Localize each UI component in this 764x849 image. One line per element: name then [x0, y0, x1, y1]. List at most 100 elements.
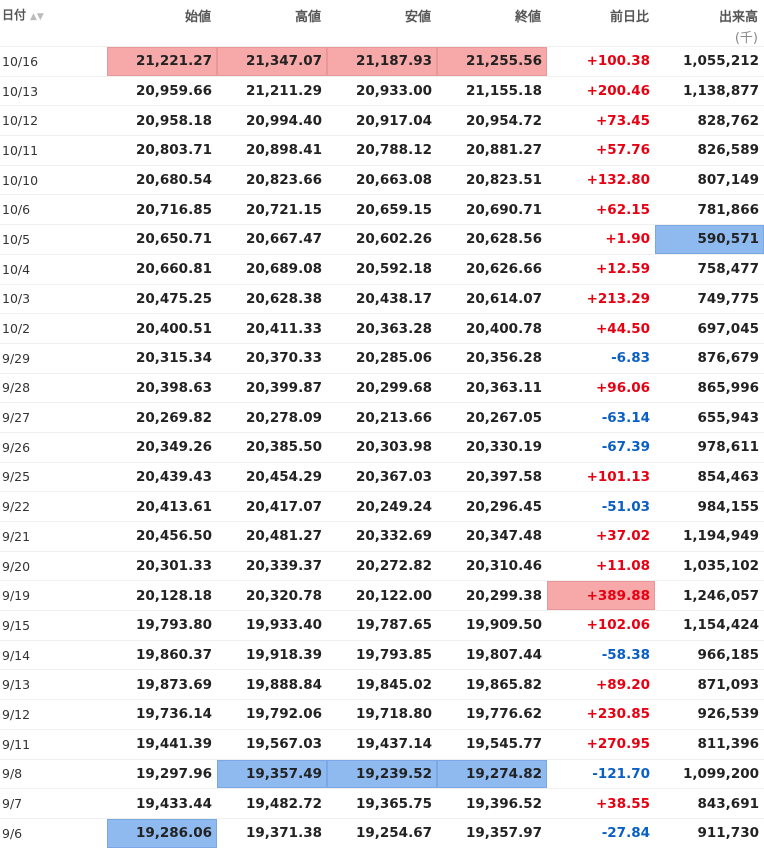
value-cell: 20,823.51 [437, 164, 547, 195]
value-cell: +270.95 [547, 728, 655, 759]
value-cell: 20,663.08 [327, 164, 437, 195]
unit-text: (千) [734, 31, 758, 46]
value-cell: 19,909.50 [437, 610, 547, 641]
value-cell: 21,347.07 [217, 46, 327, 77]
value-cell: 20,303.98 [327, 431, 437, 463]
table-row: 9/20 20,301.33 20,339.37 20,272.82 20,310.46… [0, 550, 764, 581]
header-cell: 前日比 [547, 0, 655, 47]
date-cell: 9/6 [0, 817, 107, 849]
value-cell: 20,249.24 [327, 491, 437, 522]
value-cell: 20,592.18 [327, 253, 437, 284]
value-cell: 20,680.54 [107, 164, 217, 195]
table-row: 9/28 20,398.63 20,399.87 20,299.68 20,363.11… [0, 372, 764, 403]
value-cell: 590,571 [655, 224, 764, 255]
value-cell: 20,367.03 [327, 461, 437, 492]
value-cell: 19,793.80 [107, 610, 217, 641]
table-row: 10/13 20,959.66 21,211.29 20,933.00 21,155.1… [0, 75, 764, 106]
value-cell: -63.14 [547, 402, 655, 433]
date-cell: 10/11 [0, 135, 107, 166]
value-cell: 20,332.69 [327, 521, 437, 552]
value-cell: 20,299.68 [327, 372, 437, 403]
value-cell: 20,898.41 [217, 135, 327, 166]
header-cell: 安値 [327, 0, 437, 47]
date-cell: 9/15 [0, 610, 107, 641]
value-cell: 20,213.66 [327, 402, 437, 433]
value-cell: 781,866 [655, 194, 764, 225]
value-cell: 20,363.28 [327, 313, 437, 344]
value-cell: 1,035,102 [655, 550, 764, 581]
value-cell: +57.76 [547, 135, 655, 166]
value-cell: 19,433.44 [107, 788, 217, 819]
value-cell: 19,787.65 [327, 610, 437, 641]
value-cell: 20,881.27 [437, 135, 547, 166]
table-row: 10/5 20,650.71 20,667.47 20,602.26 20,628.56… [0, 224, 764, 255]
value-cell: 19,888.84 [217, 669, 327, 700]
value-cell: 20,959.66 [107, 75, 217, 106]
date-cell: 10/10 [0, 164, 107, 195]
value-cell: 19,286.06 [107, 817, 217, 849]
value-cell: +11.08 [547, 550, 655, 581]
value-cell: 20,320.78 [217, 580, 327, 611]
header-cell: 始値 [107, 0, 217, 47]
table-row: 9/15 19,793.80 19,933.40 19,787.65 19,909.50… [0, 610, 764, 641]
value-cell: 20,602.26 [327, 224, 437, 255]
value-cell: 20,272.82 [327, 550, 437, 581]
header-text: 安値 [404, 10, 431, 25]
table-row: 9/29 20,315.34 20,370.33 20,285.06 20,356.28… [0, 342, 764, 374]
value-cell: 19,396.52 [437, 788, 547, 819]
table-row: 10/3 20,475.25 20,628.38 20,438.17 20,614.07… [0, 283, 764, 314]
value-cell: 19,718.80 [327, 699, 437, 730]
value-cell: 19,793.85 [327, 639, 437, 670]
value-cell: +96.06 [547, 372, 655, 403]
value-cell: 20,363.11 [437, 372, 547, 403]
value-cell: 19,776.62 [437, 699, 547, 730]
table-row: 9/7 19,433.44 19,482.72 19,365.75 19,396.52 +… [0, 788, 764, 819]
value-cell: 20,128.18 [107, 580, 217, 611]
value-cell: 911,730 [655, 817, 764, 849]
value-cell: 20,278.09 [217, 402, 327, 433]
value-cell: 20,788.12 [327, 135, 437, 166]
value-cell: 19,545.77 [437, 728, 547, 759]
value-cell: 20,721.15 [217, 194, 327, 225]
value-cell: 19,357.49 [217, 758, 327, 789]
value-cell: 20,417.07 [217, 491, 327, 522]
value-cell: +101.13 [547, 461, 655, 492]
table-row: 10/10 20,680.54 20,823.66 20,663.08 20,823.5… [0, 164, 764, 195]
table-row: 9/11 19,441.39 19,567.03 19,437.14 19,545.77… [0, 728, 764, 759]
header-text: 終値 [514, 10, 541, 25]
header-cell: 出来高 (千) [655, 0, 764, 47]
value-cell: 978,611 [655, 431, 764, 463]
value-cell: 20,689.08 [217, 253, 327, 284]
value-cell: +1.90 [547, 224, 655, 255]
date-cell: 10/3 [0, 283, 107, 314]
value-cell: 20,917.04 [327, 105, 437, 136]
value-cell: 20,400.78 [437, 313, 547, 344]
value-cell: 865,996 [655, 372, 764, 403]
header-cell[interactable]: 日付 ▲▼ [0, 0, 107, 47]
value-cell: 1,154,424 [655, 610, 764, 641]
table-row: 10/16 21,221.27 21,347.07 21,187.93 21,255.5… [0, 46, 764, 77]
table-row: 9/25 20,439.43 20,454.29 20,367.03 20,397.58… [0, 461, 764, 492]
value-cell: 19,357.97 [437, 817, 547, 849]
value-cell: +389.88 [547, 580, 655, 611]
value-cell: 20,349.26 [107, 431, 217, 463]
value-cell: 749,775 [655, 283, 764, 314]
date-cell: 10/6 [0, 194, 107, 225]
value-cell: 871,093 [655, 669, 764, 700]
value-cell: 20,439.43 [107, 461, 217, 492]
value-cell: 20,411.33 [217, 313, 327, 344]
date-cell: 9/13 [0, 669, 107, 700]
value-cell: 19,807.44 [437, 639, 547, 670]
sort-arrows[interactable]: ▲▼ [30, 12, 44, 22]
value-cell: 19,860.37 [107, 639, 217, 670]
value-cell: -51.03 [547, 491, 655, 522]
value-cell: 758,477 [655, 253, 764, 284]
value-cell: 21,211.29 [217, 75, 327, 106]
value-cell: +38.55 [547, 788, 655, 819]
value-cell: 20,339.37 [217, 550, 327, 581]
value-cell: 966,185 [655, 639, 764, 670]
date-cell: 10/5 [0, 224, 107, 255]
value-cell: 20,296.45 [437, 491, 547, 522]
table-row: 9/22 20,413.61 20,417.07 20,249.24 20,296.45… [0, 491, 764, 522]
value-cell: 19,254.67 [327, 817, 437, 849]
